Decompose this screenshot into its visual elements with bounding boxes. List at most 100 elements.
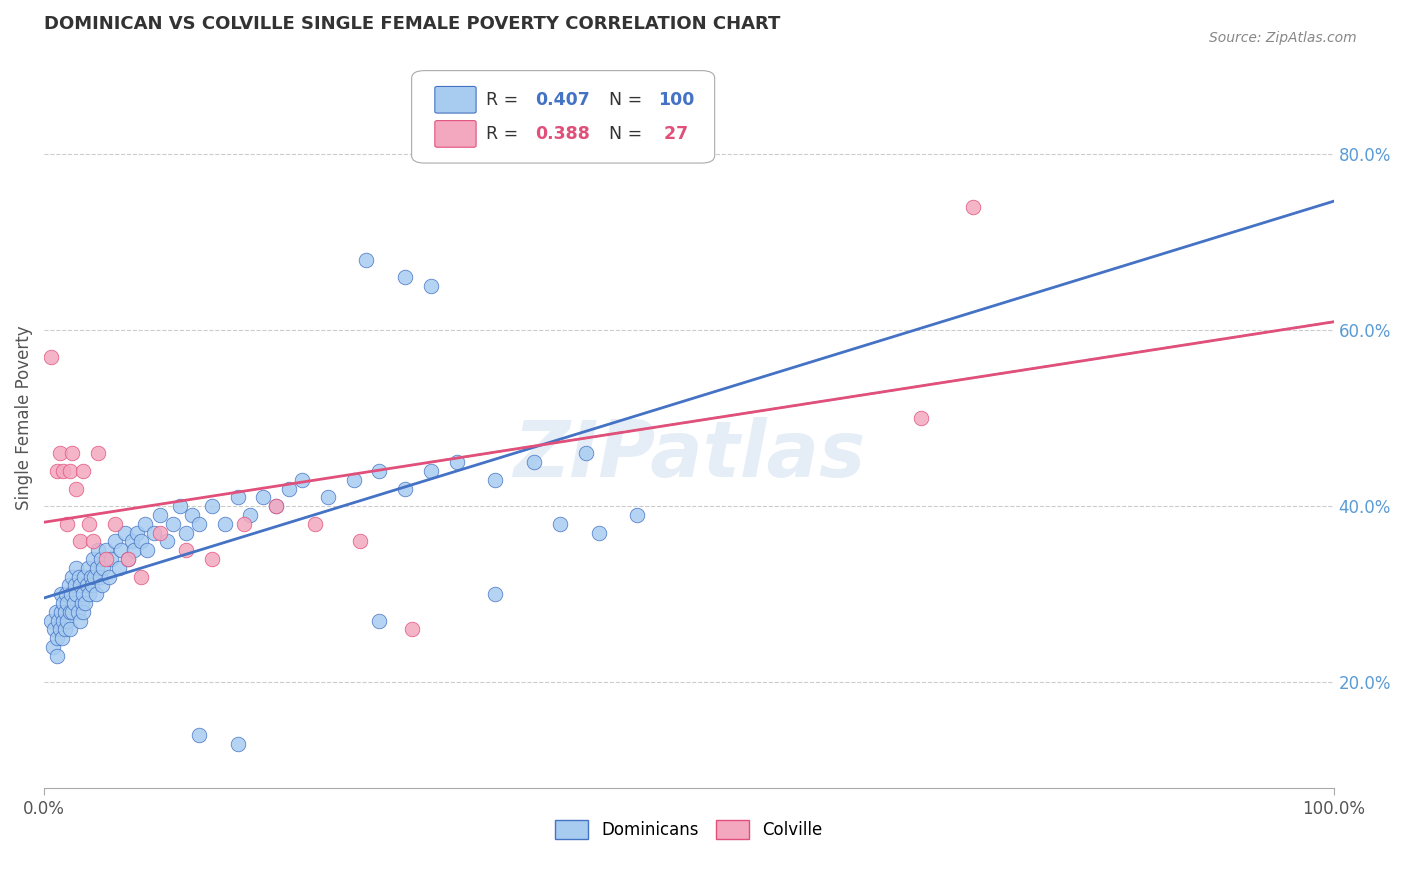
Point — [49, 587, 72, 601]
Point — [53, 605, 76, 619]
Point — [83, 569, 105, 583]
Point — [108, 561, 131, 575]
Point — [69, 578, 91, 592]
Point — [588, 525, 610, 540]
Point — [368, 614, 391, 628]
Point — [86, 561, 108, 575]
Point — [72, 587, 94, 601]
Point — [51, 631, 73, 645]
Point — [59, 605, 82, 619]
Point — [72, 464, 94, 478]
Point — [142, 525, 165, 540]
Point — [117, 552, 139, 566]
Point — [60, 587, 83, 601]
Text: R =: R = — [486, 125, 524, 143]
Point — [174, 525, 197, 540]
Point — [401, 623, 423, 637]
Point — [62, 446, 84, 460]
Point — [962, 200, 984, 214]
Point — [82, 552, 104, 566]
Point — [174, 543, 197, 558]
Point — [70, 596, 93, 610]
Point — [214, 516, 236, 531]
Legend: Dominicans, Colville: Dominicans, Colville — [548, 814, 830, 846]
Point — [226, 737, 249, 751]
Point — [201, 552, 224, 566]
Point — [910, 411, 932, 425]
Point — [82, 534, 104, 549]
Point — [62, 605, 84, 619]
Text: N =: N = — [609, 125, 648, 143]
Text: N =: N = — [609, 91, 648, 109]
Point — [125, 525, 148, 540]
Y-axis label: Single Female Poverty: Single Female Poverty — [15, 326, 32, 510]
Point — [39, 614, 62, 628]
Point — [52, 596, 75, 610]
Point — [63, 578, 86, 592]
Point — [53, 623, 76, 637]
Point — [94, 552, 117, 566]
Point — [129, 569, 152, 583]
Point — [187, 728, 209, 742]
Point — [484, 473, 506, 487]
Point — [356, 252, 378, 267]
Point — [62, 596, 84, 610]
Point — [233, 516, 256, 531]
Point — [49, 605, 72, 619]
Point — [121, 534, 143, 549]
Point — [80, 578, 103, 592]
Point — [575, 446, 598, 460]
Point — [129, 534, 152, 549]
Point — [239, 508, 262, 522]
Point — [626, 508, 648, 522]
Text: DOMINICAN VS COLVILLE SINGLE FEMALE POVERTY CORRELATION CHART: DOMINICAN VS COLVILLE SINGLE FEMALE POVE… — [44, 15, 780, 33]
Point — [114, 525, 136, 540]
Point — [93, 561, 115, 575]
Point — [201, 499, 224, 513]
Point — [90, 552, 112, 566]
Point — [420, 279, 443, 293]
Point — [264, 499, 287, 513]
Point — [84, 587, 107, 601]
Point — [304, 516, 326, 531]
Point — [149, 525, 172, 540]
Point — [58, 578, 80, 592]
Point — [59, 623, 82, 637]
Point — [66, 605, 89, 619]
Point — [69, 614, 91, 628]
Point — [548, 516, 571, 531]
Point — [446, 455, 468, 469]
Point — [48, 446, 70, 460]
Point — [65, 561, 87, 575]
Point — [46, 464, 69, 478]
Text: ZIPatlas: ZIPatlas — [513, 417, 865, 493]
Point — [226, 491, 249, 505]
Point — [156, 534, 179, 549]
Point — [45, 605, 67, 619]
Point — [420, 464, 443, 478]
Point — [169, 499, 191, 513]
Point — [73, 569, 96, 583]
Point — [252, 491, 274, 505]
Point — [56, 614, 79, 628]
Point — [65, 587, 87, 601]
Point — [55, 587, 77, 601]
Point — [149, 508, 172, 522]
Point — [77, 561, 100, 575]
Point — [187, 516, 209, 531]
Point — [523, 455, 546, 469]
Text: 0.407: 0.407 — [536, 91, 591, 109]
Point — [67, 569, 90, 583]
Point — [104, 516, 127, 531]
Point — [69, 534, 91, 549]
Point — [89, 569, 111, 583]
Point — [46, 631, 69, 645]
Point — [94, 543, 117, 558]
Point — [87, 446, 110, 460]
Point — [291, 473, 314, 487]
Point — [97, 569, 120, 583]
Text: R =: R = — [486, 91, 524, 109]
Point — [124, 543, 146, 558]
Point — [342, 473, 364, 487]
Point — [46, 648, 69, 663]
